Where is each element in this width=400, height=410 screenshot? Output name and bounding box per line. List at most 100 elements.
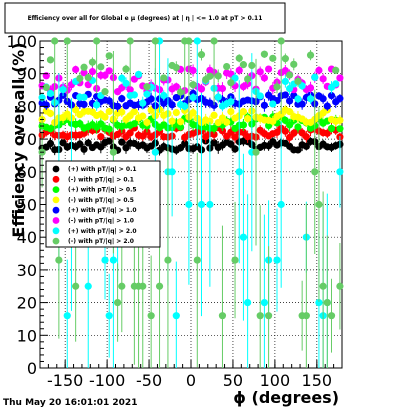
data-point: [311, 73, 319, 81]
data-point: [294, 95, 302, 103]
x-tick-label: 100: [260, 371, 291, 390]
data-point: [155, 282, 164, 290]
data-point: [285, 108, 294, 116]
y-tick-label: 100: [6, 32, 37, 51]
data-point: [231, 145, 239, 153]
data-point: [281, 116, 289, 125]
legend-marker: [52, 165, 60, 173]
data-point: [269, 54, 277, 62]
data-point: [105, 125, 113, 133]
data-point: [327, 312, 336, 320]
data-point: [80, 93, 88, 101]
y-axis-title: Efficiency over all (%): [9, 42, 28, 237]
data-point: [218, 84, 227, 93]
data-point: [189, 93, 197, 102]
data-point: [252, 148, 260, 156]
data-point: [84, 139, 92, 147]
y-tick-label: 80: [17, 97, 37, 116]
data-point: [101, 256, 109, 264]
data-point: [88, 67, 97, 76]
data-point: [185, 37, 193, 45]
data-point: [59, 86, 67, 94]
data-point: [319, 75, 327, 83]
data-point: [210, 130, 218, 139]
data-point: [336, 168, 344, 176]
x-tick-label: 150: [302, 371, 333, 390]
x-tick-label: 50: [223, 371, 243, 390]
data-point: [269, 100, 277, 108]
legend: (+) with pT/|q| > 0.1 (-) with pT/|q| > 0…: [45, 160, 161, 248]
data-point: [176, 118, 185, 126]
data-point: [101, 88, 109, 96]
data-point: [93, 101, 101, 109]
data-point: [172, 63, 180, 72]
data-point: [285, 121, 294, 129]
legend-entry: (+) with pT/|q| > 0.5: [68, 187, 137, 194]
data-point: [285, 71, 294, 79]
data-point: [281, 91, 289, 99]
data-point: [290, 60, 298, 68]
data-point: [227, 140, 235, 148]
data-point: [210, 101, 218, 109]
data-point: [281, 77, 289, 86]
data-point: [168, 117, 176, 125]
legend-marker: [52, 217, 60, 224]
data-point: [256, 312, 264, 320]
data-point: [327, 124, 336, 133]
data-point: [256, 68, 264, 76]
legend-marker: [52, 237, 60, 245]
legend-marker: [52, 196, 60, 204]
data-point: [281, 55, 289, 63]
data-point: [80, 63, 88, 71]
data-point: [176, 123, 185, 131]
data-point: [97, 133, 105, 141]
data-point: [315, 66, 323, 74]
data-point: [97, 63, 105, 71]
legend-box: [45, 160, 161, 248]
legend-entry: (+) with pT/|q| > 2.0: [68, 228, 137, 235]
data-point: [281, 127, 289, 135]
data-point: [63, 37, 71, 45]
data-point: [101, 71, 109, 79]
data-point: [294, 77, 302, 85]
y-tick-label: 30: [17, 261, 37, 280]
x-tick-label: 0: [186, 371, 196, 390]
data-point: [210, 139, 218, 147]
data-point: [294, 146, 302, 154]
data-point: [168, 168, 176, 176]
data-point: [46, 89, 55, 98]
data-point: [143, 83, 151, 91]
data-point: [185, 200, 193, 209]
data-point: [264, 65, 273, 73]
data-point: [172, 108, 180, 117]
data-point: [55, 256, 63, 264]
data-point: [214, 72, 222, 80]
data-point: [143, 118, 151, 127]
data-point: [336, 94, 344, 103]
data-point: [285, 84, 294, 93]
data-point: [336, 125, 344, 133]
data-point: [298, 82, 306, 90]
data-point: [84, 282, 92, 290]
legend-entry: (-) with pT/|q| > 2.0: [68, 238, 134, 245]
data-point: [80, 69, 88, 77]
data-point: [105, 107, 113, 116]
data-point: [206, 200, 214, 209]
data-point: [168, 101, 176, 109]
x-tick-label: -100: [89, 371, 125, 390]
data-point: [235, 66, 243, 74]
data-point: [327, 92, 336, 100]
y-tick-label: 50: [17, 196, 37, 215]
data-point: [72, 65, 80, 74]
data-point: [105, 137, 113, 145]
data-point: [323, 102, 331, 110]
data-point: [172, 312, 180, 320]
data-point: [46, 139, 55, 148]
data-point: [51, 37, 59, 45]
data-point: [298, 100, 306, 108]
data-point: [235, 168, 243, 176]
data-point: [294, 123, 302, 131]
data-point: [277, 37, 285, 45]
data-point: [143, 90, 151, 98]
data-point: [151, 148, 159, 156]
